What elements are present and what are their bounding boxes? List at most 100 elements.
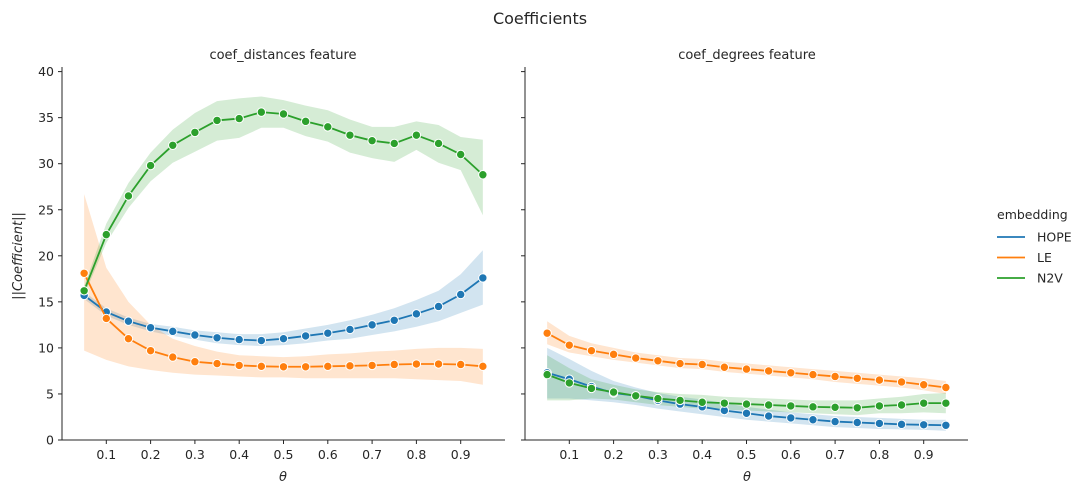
- y-tick-label: 40: [38, 64, 54, 79]
- data-point-n2v: [323, 122, 333, 132]
- y-tick-label: 25: [38, 202, 54, 217]
- data-point-n2v: [675, 395, 685, 406]
- data-point-hope: [919, 420, 929, 430]
- data-point-n2v: [919, 398, 929, 408]
- panel-title: coef_distances feature: [209, 48, 356, 63]
- y-tick-label: 35: [38, 110, 54, 125]
- data-point-n2v: [697, 397, 707, 407]
- data-point-n2v: [433, 138, 444, 149]
- confidence-band-le: [547, 321, 946, 394]
- data-point-hope: [433, 301, 444, 312]
- x-tick-label: 0.1: [96, 447, 116, 462]
- data-point-n2v: [456, 149, 466, 160]
- data-point-hope: [190, 330, 200, 340]
- data-point-le: [896, 377, 907, 387]
- data-point-n2v: [653, 393, 663, 404]
- figure-title: Coefficients: [493, 9, 587, 28]
- data-point-n2v: [852, 403, 862, 413]
- data-point-le: [345, 361, 355, 371]
- data-point-le: [653, 356, 663, 366]
- data-point-n2v: [101, 229, 112, 240]
- data-point-hope: [323, 328, 333, 338]
- x-tick-label: 0.3: [648, 447, 668, 462]
- data-point-n2v: [234, 113, 244, 124]
- x-tick-label: 0.5: [274, 447, 294, 462]
- data-point-le: [852, 373, 862, 383]
- data-point-hope: [234, 334, 244, 345]
- x-tick-label: 0.8: [406, 447, 426, 462]
- legend-title: embedding: [997, 207, 1068, 222]
- data-point-le: [564, 340, 574, 350]
- data-point-n2v: [542, 369, 552, 380]
- data-point-n2v: [278, 109, 289, 119]
- data-point-n2v: [874, 401, 885, 411]
- data-point-hope: [300, 331, 311, 341]
- data-point-n2v: [608, 387, 619, 397]
- data-point-n2v: [212, 115, 222, 126]
- data-point-le: [278, 362, 289, 372]
- data-point-le: [323, 361, 333, 372]
- x-tick-label: 0.2: [604, 447, 624, 462]
- data-point-n2v: [79, 286, 89, 296]
- x-tick-label: 0.9: [914, 447, 934, 462]
- panel-title: coef_degrees feature: [678, 48, 816, 63]
- x-tick-label: 0.2: [141, 447, 161, 462]
- data-point-n2v: [586, 383, 597, 394]
- data-point-hope: [367, 320, 377, 330]
- data-point-hope: [456, 289, 466, 300]
- x-tick-label: 0.5: [737, 447, 757, 462]
- data-point-n2v: [345, 130, 355, 140]
- data-point-hope: [278, 333, 289, 344]
- data-point-hope: [786, 413, 796, 423]
- data-point-n2v: [741, 399, 752, 409]
- data-point-le: [411, 359, 422, 369]
- y-tick-label: 0: [46, 433, 54, 448]
- data-point-le: [456, 359, 466, 370]
- data-point-le: [123, 333, 134, 344]
- data-point-hope: [389, 315, 399, 325]
- confidence-band-n2v: [84, 96, 483, 296]
- data-point-n2v: [190, 127, 200, 138]
- data-point-hope: [123, 316, 134, 326]
- x-tick-label: 0.6: [781, 447, 801, 462]
- data-point-le: [586, 345, 597, 356]
- data-point-le: [763, 366, 774, 376]
- confidence-band-le: [84, 194, 483, 385]
- panel-coef-distances: coef_distances feature 0.1 0.2 0.3 0.4 0.5 0.…: [38, 48, 505, 462]
- data-point-n2v: [478, 170, 488, 180]
- data-point-le: [168, 352, 178, 362]
- data-point-le: [697, 359, 707, 370]
- data-point-n2v: [808, 402, 818, 412]
- data-point-hope: [212, 333, 222, 343]
- data-point-n2v: [941, 398, 951, 408]
- data-point-le: [941, 382, 951, 393]
- data-point-n2v: [367, 135, 377, 146]
- data-point-le: [808, 369, 818, 380]
- x-tick-label: 0.9: [451, 447, 471, 462]
- data-point-hope: [874, 418, 885, 429]
- x-tick-label: 0.3: [185, 447, 205, 462]
- y-tick-label: 20: [38, 248, 54, 263]
- data-point-n2v: [830, 402, 840, 413]
- data-point-hope: [168, 326, 178, 337]
- data-point-le: [234, 360, 244, 371]
- data-point-le: [300, 362, 311, 372]
- data-point-n2v: [411, 130, 422, 140]
- data-point-le: [786, 368, 796, 378]
- data-point-le: [719, 362, 730, 372]
- legend-label-hope: HOPE: [1037, 230, 1072, 245]
- data-point-le: [433, 359, 444, 369]
- data-point-hope: [808, 415, 818, 425]
- data-point-le: [478, 361, 488, 372]
- data-point-hope: [145, 322, 156, 333]
- data-point-hope: [411, 309, 422, 319]
- data-point-le: [389, 359, 399, 370]
- x-tick-label: 0.8: [869, 447, 889, 462]
- data-point-n2v: [168, 140, 178, 150]
- confidence-band-n2v: [547, 355, 946, 416]
- data-point-n2v: [763, 400, 774, 410]
- data-point-hope: [941, 420, 951, 430]
- data-point-n2v: [631, 391, 641, 401]
- x-tick-label: 0.7: [825, 447, 845, 462]
